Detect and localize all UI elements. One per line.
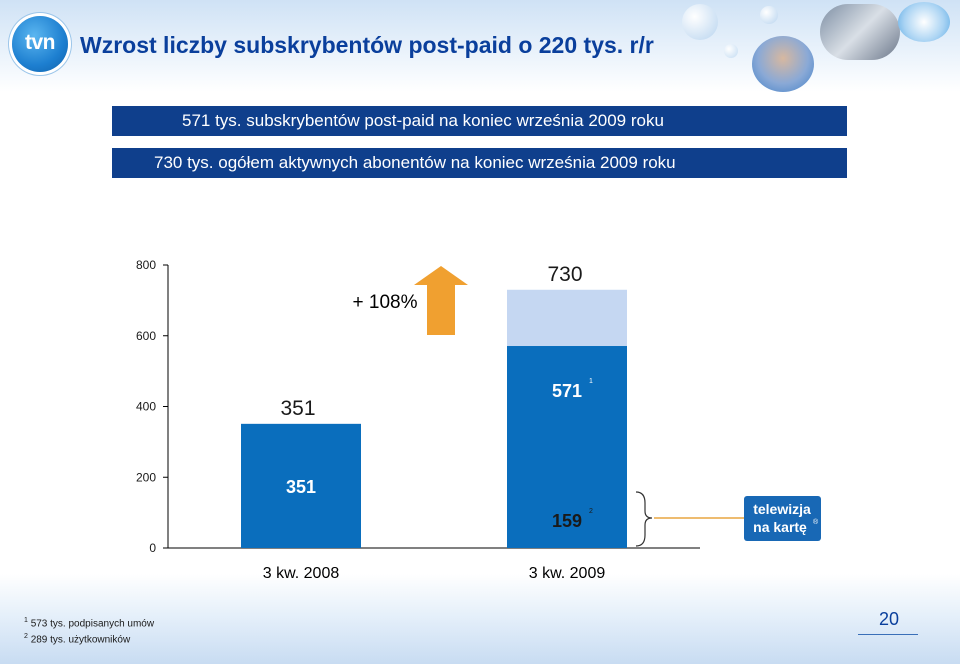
footnote-2: 2 289 tys. użytkowników xyxy=(24,630,154,646)
footnote-marker: 1 xyxy=(24,617,28,624)
bracket xyxy=(635,491,653,547)
bar-segment xyxy=(507,289,627,347)
total-label: 351 xyxy=(280,397,315,420)
slide-title: Wzrost liczby subskrybentów post-paid o … xyxy=(80,32,654,58)
y-tick-label: 400 xyxy=(136,400,156,414)
banner-total-subscribers: 730 tys. ogółem aktywnych abonentów na k… xyxy=(112,148,847,178)
page-number-underline xyxy=(858,634,918,635)
y-tick-label: 200 xyxy=(136,470,156,484)
footnote-marker: 1 xyxy=(589,378,593,385)
registered-mark: ® xyxy=(813,518,819,526)
footnotes: 1 573 tys. podpisanych umów 2 289 tys. u… xyxy=(24,614,154,647)
y-tick-label: 600 xyxy=(136,329,156,343)
segment-label: 159 xyxy=(552,511,582,531)
x-tick-label: 3 kw. 2009 xyxy=(529,565,606,582)
page-number: 20 xyxy=(879,609,900,629)
segment-label: 351 xyxy=(286,477,316,497)
growth-arrow-icon xyxy=(414,266,468,335)
y-tick-label: 0 xyxy=(149,541,156,555)
footnote-text: 289 tys. użytkowników xyxy=(30,634,131,646)
bars xyxy=(241,289,627,548)
segment-label: 571 xyxy=(552,381,582,401)
tvn-logo: tvn xyxy=(12,16,68,72)
decorative-bubble xyxy=(682,4,718,40)
telewizja-na-karte-logo xyxy=(744,496,821,541)
footnote-text: 573 tys. podpisanych umów xyxy=(30,618,155,630)
footnote-marker: 2 xyxy=(589,508,593,515)
bar-segment xyxy=(507,346,627,548)
decorative-bubble xyxy=(760,6,778,24)
x-tick-label: 3 kw. 2008 xyxy=(263,565,340,582)
footnote-marker: 2 xyxy=(24,633,28,641)
people-photo xyxy=(820,4,900,60)
logo-text: tvn xyxy=(25,31,56,54)
logo-text-line2: na kartę xyxy=(753,519,807,535)
decorative-bubble xyxy=(724,44,738,58)
logo-text-line1: telewizja xyxy=(753,501,811,517)
footer-band xyxy=(0,574,960,664)
footnote-1: 1 573 tys. podpisanych umów xyxy=(24,614,154,630)
annotations: + 108% telewizja na kartę ® xyxy=(353,266,821,547)
banner-subscribers: 571 tys. subskrybentów post-paid na koni… xyxy=(112,106,847,136)
people-photo-secondary xyxy=(752,36,814,92)
y-tick-label: 800 xyxy=(136,258,156,272)
growth-annotation: + 108% xyxy=(353,292,418,313)
bar-segment xyxy=(241,423,361,548)
total-label: 730 xyxy=(547,263,582,286)
data-labels: 3 kw. 2008 3 kw. 2009 351 571 1 159 2 351 730 xyxy=(263,263,606,582)
satellite-tv-icon xyxy=(898,2,950,42)
